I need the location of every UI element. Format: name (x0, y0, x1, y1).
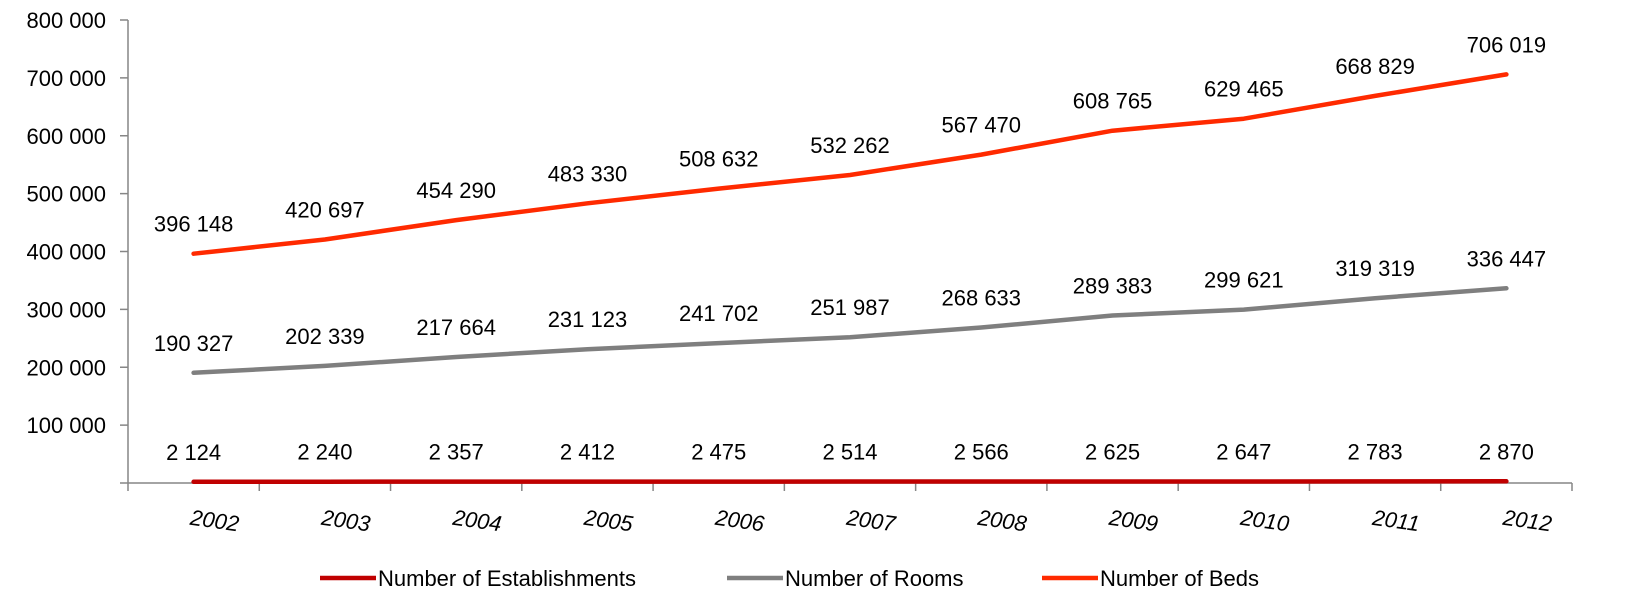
data-label: 2 240 (297, 440, 352, 465)
series-line-2 (191, 72, 1509, 256)
data-label: 289 383 (1073, 274, 1153, 299)
data-label: 299 621 (1204, 268, 1284, 293)
x-tick-label: 2009 (1107, 505, 1160, 537)
data-label: 483 330 (548, 161, 628, 186)
x-tick-label: 2002 (188, 505, 241, 537)
legend-label: Number of Establishments (378, 566, 636, 591)
y-tick-label: 100 000 (26, 413, 106, 438)
legend-label: Number of Rooms (785, 566, 964, 591)
y-tick-label: 200 000 (26, 355, 106, 380)
data-label: 2 475 (691, 440, 746, 465)
data-label: 2 357 (429, 440, 484, 465)
data-label: 706 019 (1467, 32, 1547, 57)
data-label: 2 783 (1348, 439, 1403, 464)
x-tick-label: 2007 (844, 505, 898, 537)
y-tick-label: 800 000 (26, 8, 106, 33)
x-tick-label: 2012 (1500, 505, 1553, 537)
y-tick-label: 700 000 (26, 66, 106, 91)
data-label: 319 319 (1335, 256, 1415, 281)
data-label: 2 514 (822, 440, 877, 465)
x-tick-label: 2008 (975, 505, 1029, 537)
y-axis: 100 000 200 000 300 000 400 000 500 000 600 0… (26, 8, 129, 484)
data-label: 668 829 (1335, 54, 1415, 79)
data-label: 241 702 (679, 301, 759, 326)
data-label: 420 697 (285, 198, 365, 223)
data-label: 2 870 (1479, 439, 1534, 464)
data-label: 202 339 (285, 324, 365, 349)
data-label: 190 327 (154, 331, 234, 356)
x-tick-label: 2004 (450, 505, 503, 537)
data-label: 532 262 (810, 133, 890, 158)
data-label: 567 470 (942, 113, 1022, 138)
x-tick-label: 2011 (1370, 505, 1421, 536)
data-label: 2 625 (1085, 439, 1140, 464)
data-labels: 2 124 2 240 2 357 2 412 2 475 2 514 2 566 2 625… (154, 32, 1546, 464)
data-label: 268 633 (942, 286, 1022, 311)
y-tick-label: 600 000 (26, 124, 106, 149)
data-label: 608 765 (1073, 89, 1153, 114)
data-label: 508 632 (679, 147, 759, 172)
data-label: 629 465 (1204, 77, 1284, 102)
data-label: 231 123 (548, 307, 628, 332)
legend-label: Number of Beds (1100, 566, 1259, 591)
x-axis: 2002 2003 2004 2005 2006 2007 2008 2009 2010 2011… (127, 482, 1573, 537)
data-label: 336 447 (1467, 246, 1547, 271)
y-tick-label: 300 000 (26, 297, 106, 322)
data-label: 217 664 (416, 315, 496, 340)
series-lines (191, 72, 1509, 485)
data-label: 396 148 (154, 212, 234, 237)
x-tick-label: 2003 (319, 505, 373, 537)
legend: Number of Establishments Number of Rooms N… (320, 566, 1259, 591)
y-tick-label: 400 000 (26, 240, 106, 265)
x-tick-label: 2010 (1238, 505, 1292, 537)
x-tick-label: 2006 (713, 505, 767, 537)
data-label: 2 566 (954, 440, 1009, 465)
y-tick-label: 500 000 (26, 182, 106, 207)
data-label: 2 412 (560, 440, 615, 465)
data-label: 251 987 (810, 295, 890, 320)
data-label: 454 290 (416, 178, 496, 203)
data-label: 2 124 (166, 440, 221, 465)
x-tick-label: 2005 (582, 505, 636, 537)
data-label: 2 647 (1216, 439, 1271, 464)
